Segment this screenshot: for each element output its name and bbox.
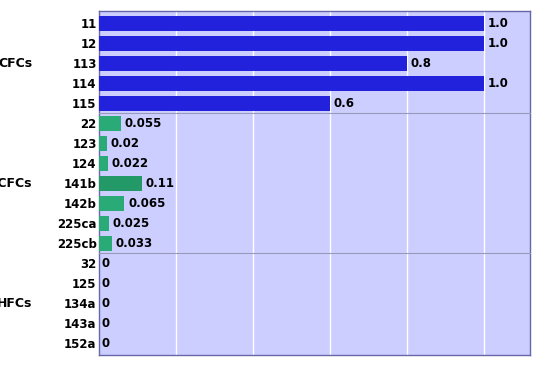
Bar	[99, 196, 124, 211]
Text: 0.025: 0.025	[113, 217, 150, 230]
Text: 0: 0	[101, 317, 109, 330]
Bar	[99, 16, 484, 31]
Bar	[99, 36, 484, 51]
Bar	[99, 216, 109, 231]
Text: 0: 0	[101, 297, 109, 310]
Text: 0.033: 0.033	[116, 237, 153, 250]
Bar	[99, 116, 120, 131]
Text: HFCs: HFCs	[0, 297, 33, 310]
Bar	[99, 75, 484, 91]
Text: 0.065: 0.065	[128, 197, 166, 210]
Bar	[99, 156, 108, 171]
Text: 0.055: 0.055	[124, 117, 162, 130]
Text: 1.0: 1.0	[487, 37, 508, 50]
Text: HCFCs: HCFCs	[0, 176, 33, 190]
Text: CFCs: CFCs	[0, 57, 33, 70]
Bar	[99, 95, 330, 111]
Bar	[99, 56, 407, 71]
Text: 0.6: 0.6	[334, 97, 355, 110]
Text: 0.11: 0.11	[146, 176, 174, 190]
Text: 1.0: 1.0	[487, 77, 508, 90]
Text: 0.022: 0.022	[112, 157, 149, 169]
Text: 0: 0	[101, 277, 109, 290]
Bar	[99, 136, 107, 151]
Text: 0: 0	[101, 257, 109, 270]
Bar	[99, 176, 142, 191]
Text: 1.0: 1.0	[487, 17, 508, 30]
Text: 0.02: 0.02	[111, 137, 140, 149]
Bar	[99, 236, 112, 250]
Text: 0.8: 0.8	[411, 57, 432, 70]
Text: 0: 0	[101, 337, 109, 350]
